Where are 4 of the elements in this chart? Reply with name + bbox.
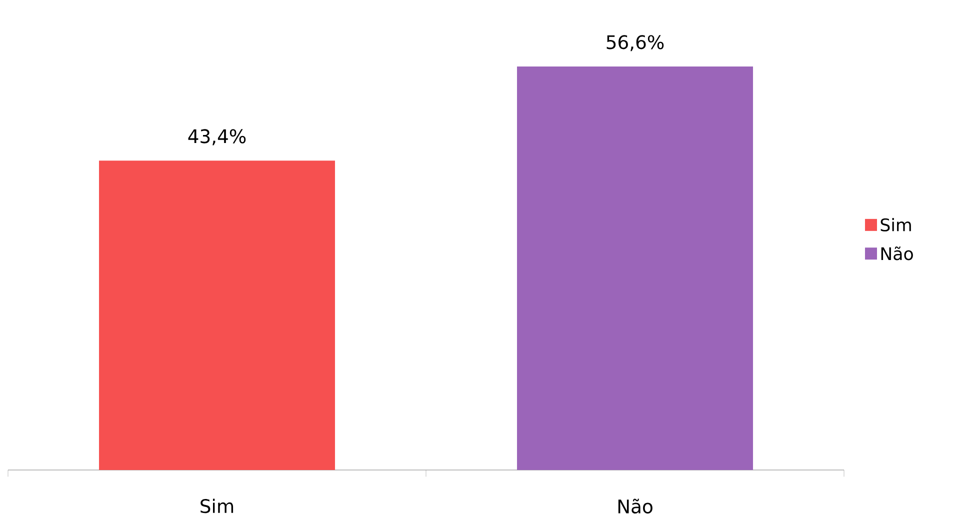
data-label: 56,6% xyxy=(606,35,664,52)
legend-label: Não xyxy=(881,246,913,260)
legend-label: Sim xyxy=(880,218,911,232)
data-label: 43,4% xyxy=(188,129,246,146)
